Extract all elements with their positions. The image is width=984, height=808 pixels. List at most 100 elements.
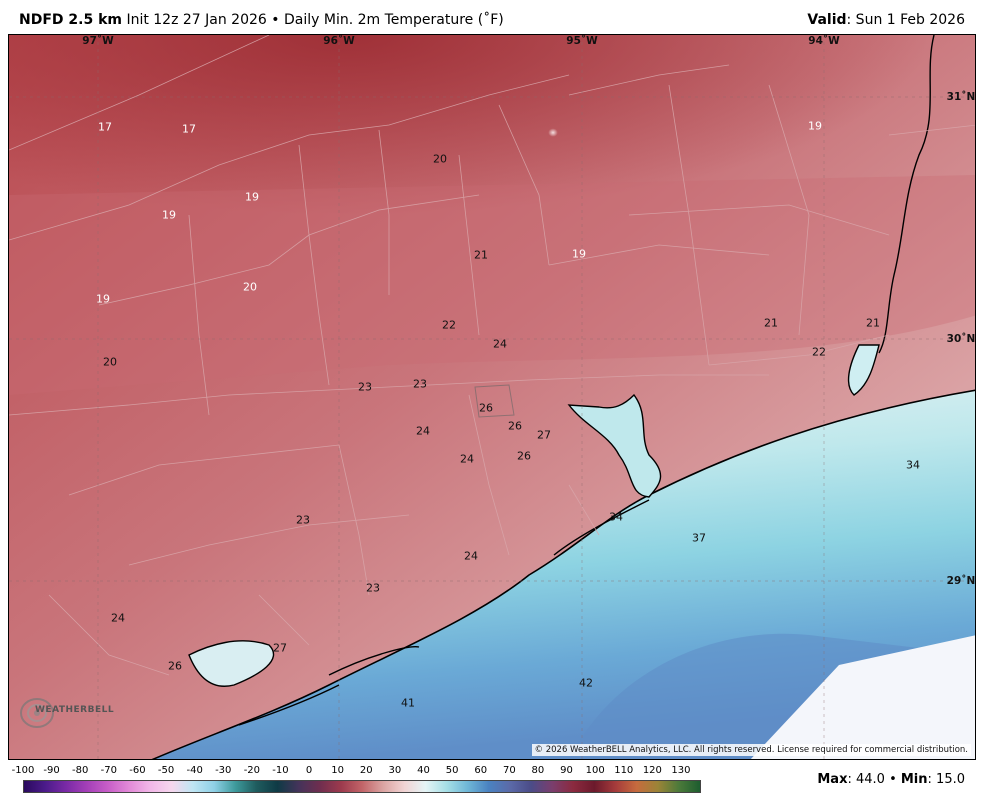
county-lines [9,35,975,676]
scale-tick-label: -20 [243,765,261,776]
temperature-label: 19 [572,247,586,261]
scale-tick-label: -60 [129,765,146,776]
temperature-label: 26 [168,659,182,673]
min-value: : 15.0 [927,772,965,787]
coastline [151,389,975,759]
temperature-label: 21 [764,316,778,330]
scale-tick-label: -90 [43,765,60,776]
init-time: Init 12z 27 Jan 2026 [126,12,267,28]
map-canvas [9,35,975,759]
scale-tick-label: 130 [671,765,691,776]
sabine-lake [847,344,880,396]
copyright-notice: © 2026 WeatherBELL Analytics, LLC. All r… [531,744,971,756]
temperature-label: 27 [273,641,287,655]
longitude-label: 97˚W [82,35,114,47]
temperature-label: 19 [162,208,176,222]
scale-tick-label: 30 [388,765,402,776]
temperature-label: 26 [508,419,522,433]
temperature-label: 24 [464,549,478,563]
temperature-label: 19 [96,292,110,306]
cold-core [9,35,975,335]
max-label: Max [817,772,848,787]
city-outline [474,384,515,418]
logo-text: WEATHERBELL [35,705,115,715]
temperature-label: 42 [579,676,593,690]
title-separator: • [271,12,280,28]
temperature-label: 34 [609,510,623,524]
mid-band [9,175,975,395]
temperature-label: 37 [692,531,706,545]
longitude-label: 96˚W [323,35,355,47]
valid-date: : Sun 1 Feb 2026 [846,12,965,28]
scale-tick-label: 0 [305,765,313,776]
max-min-summary: Max: 44.0 • Min: 15.0 [817,772,965,787]
scale-tick-label: 40 [417,765,430,776]
temperature-label: 22 [812,345,826,359]
temperature-label: 24 [111,611,125,625]
temperature-label: 24 [460,452,474,466]
scale-tick-label: -10 [272,765,289,776]
temperature-label: 34 [906,458,920,472]
temperature-label: 22 [442,318,456,332]
scale-tick-label: 10 [331,765,345,776]
scale-tick-label: 20 [359,765,373,776]
temperature-label: 20 [243,280,257,294]
scale-tick-label: 80 [531,765,545,776]
scale-tick-label: 100 [585,765,605,776]
scale-tick-label: 110 [614,765,634,776]
scale-tick-label: -80 [72,765,89,776]
scale-tick-label: -30 [215,765,232,776]
scale-tick-label: -50 [157,765,175,776]
scale-tick-label: -40 [186,765,203,776]
temperature-label: 24 [416,424,430,438]
matagorda-bay [188,640,275,687]
temperature-label: 19 [245,190,259,204]
temperature-label: 20 [103,355,117,369]
barrier-island-1 [328,646,420,676]
temperature-label: 19 [808,119,822,133]
temperature-map[interactable]: 97˚W 96˚W 95˚W 94˚W 31˚N 30˚N 29˚N 17 17… [8,34,976,760]
scale-tick-label: 90 [560,765,573,776]
temperature-label: 20 [433,152,447,166]
scale-tick-label: 120 [642,765,662,776]
temperature-label: 23 [296,513,310,527]
scale-tick-label: 60 [474,765,488,776]
min-label: Min [900,772,928,787]
scale-tick-label: 50 [445,765,459,776]
header: NDFD 2.5 km Init 12z 27 Jan 2026 • Daily… [0,0,984,34]
valid-time: Valid: Sun 1 Feb 2026 [807,12,965,28]
product-name: Daily Min. 2m Temperature (˚F) [283,12,504,28]
temperature-label: 21 [866,316,880,330]
temperature-label: 17 [182,122,196,136]
temperature-label: 23 [366,581,380,595]
scale-tick-label: -100 [11,765,35,776]
barrier-island-2 [238,684,340,726]
map-title: NDFD 2.5 km Init 12z 27 Jan 2026 • Daily… [19,12,504,28]
temperature-label: 24 [493,337,507,351]
scale-tick-label: 70 [502,765,516,776]
no-data-area [750,635,975,759]
temperature-label: 27 [537,428,551,442]
valid-label: Valid [807,12,847,28]
max-value: : 44.0 [847,772,885,787]
scale-tick-label: -70 [100,765,117,776]
color-scale: -100 -90 -80 -70 -60 -50 -40 -30 -20 -10 0 10 20 30 40… [12,765,703,795]
latitude-label: 30˚N [946,333,976,345]
summary-separator: • [884,772,901,787]
temperature-label: 26 [517,449,531,463]
latitude-label: 31˚N [946,91,976,103]
sabine-river [878,35,935,354]
graticule [9,35,975,759]
barrier-island-3 [553,499,650,556]
latitude-label: 29˚N [946,575,976,587]
model-name: NDFD 2.5 km [19,12,122,28]
temperature-label: 23 [358,380,372,394]
temperature-label: 17 [98,120,112,134]
galveston-bay [567,393,662,498]
weatherbell-logo: WEATHERBELL [15,691,114,735]
temperature-label: 41 [401,696,415,710]
temperature-label: 23 [413,377,427,391]
logo-swirl-icon [20,698,54,728]
longitude-label: 94˚W [808,35,840,47]
temperature-label: 26 [479,401,493,415]
